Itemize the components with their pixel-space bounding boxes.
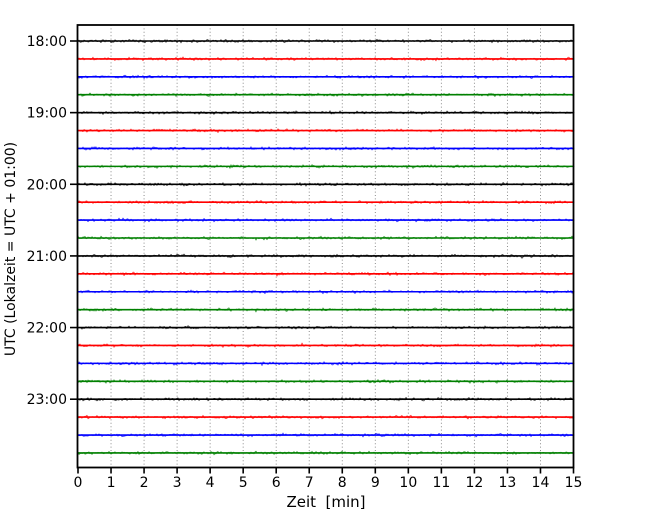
x-tick-label: 2 [140,475,149,491]
y-axis-label: UTC (Lokalzeit = UTC + 01:00) [3,141,19,357]
x-tick-label: 10 [399,475,417,491]
x-tick-label: 12 [465,475,483,491]
x-tick-label: 0 [74,475,83,491]
x-tick-label: 9 [371,475,380,491]
trace-group [77,38,575,456]
y-tick-label: 21:00 [27,249,67,265]
x-tick-label: 11 [432,475,450,491]
x-axis-label: Zeit [min] [286,493,366,511]
x-tick-label: 13 [499,475,517,491]
x-tick-label: 3 [173,475,182,491]
x-tick-label: 6 [272,475,281,491]
x-tick-label: 7 [305,475,314,491]
y-tick-label: 22:00 [27,321,67,337]
y-tick-label: 20:00 [27,177,67,193]
y-tick-label: 19:00 [27,106,67,122]
grid-vertical [110,25,541,468]
x-tick-label: 1 [107,475,116,491]
axes-border [76,24,575,469]
x-tick-label: 15 [565,475,583,491]
x-tick-label: 4 [206,475,215,491]
x-tick-label: 5 [239,475,248,491]
y-tick-label: 23:00 [27,392,67,408]
x-tick-label: 8 [338,475,347,491]
y-tick-label: 18:00 [27,34,67,50]
x-tick-label: 14 [532,475,550,491]
